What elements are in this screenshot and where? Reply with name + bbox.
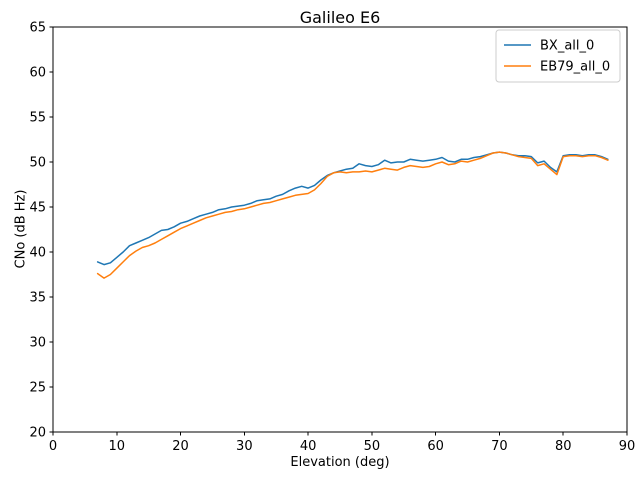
x-tick-label: 60 [427,439,444,454]
series-line-EB79_all_0 [96,151,609,279]
x-tick-label: 30 [236,439,253,454]
x-tick-label: 10 [109,439,126,454]
x-tick-label: 20 [172,439,189,454]
y-tick-label: 35 [29,291,46,306]
x-axis-label: Elevation (deg) [290,455,390,470]
x-tick-label: 70 [491,439,508,454]
y-tick-label: 55 [29,111,46,126]
x-tick-label: 80 [555,439,572,454]
y-tick-label: 60 [29,66,46,81]
y-tick-label: 20 [29,426,46,441]
y-tick-label: 50 [29,156,46,171]
y-tick-label: 65 [29,21,46,36]
chart-title: Galileo E6 [299,8,381,27]
y-tick-label: 40 [29,246,46,261]
x-tick-label: 90 [619,439,636,454]
x-tick-label: 40 [300,439,317,454]
legend-box [495,29,621,83]
plot-area [52,26,628,433]
y-tick-label: 25 [29,381,46,396]
legend-entry-label: EB79_all_0 [540,60,610,75]
series-line-BX_all_0 [96,151,609,266]
y-axis-label: CNo (dB Hz) [13,189,29,269]
x-tick-label: 50 [364,439,381,454]
y-tick-label: 45 [29,201,46,216]
x-tick-label: 0 [49,439,57,454]
legend-entry-label: BX_all_0 [540,39,594,54]
y-tick-label: 30 [29,336,46,351]
